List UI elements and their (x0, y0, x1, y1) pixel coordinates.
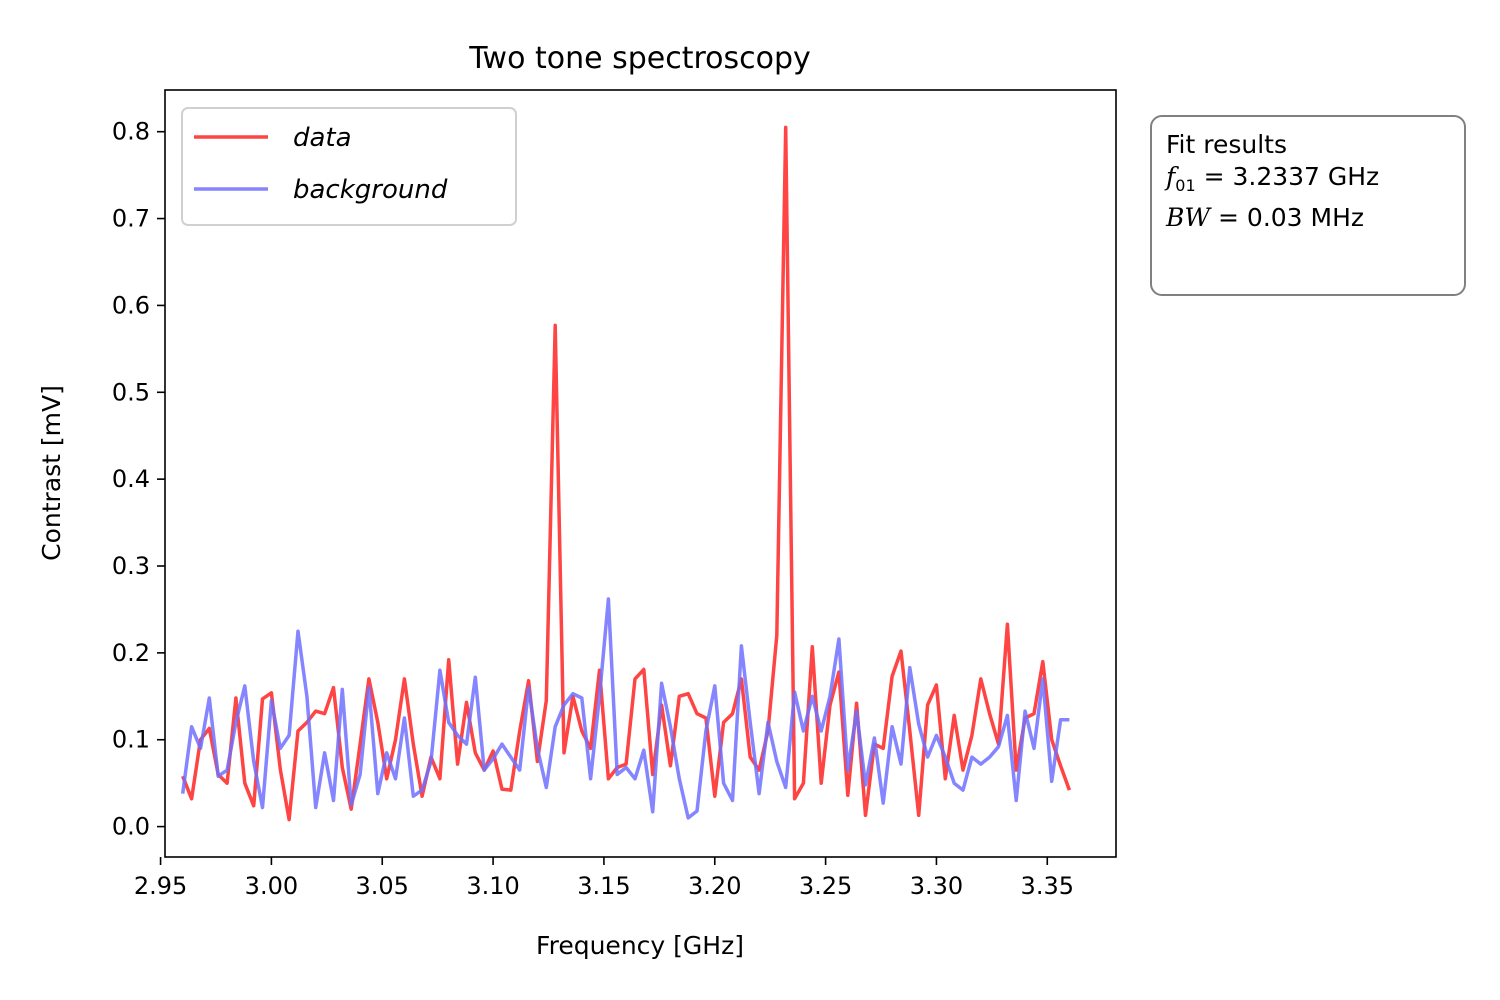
fit-results-heading: Fit results (1166, 130, 1288, 159)
x-tick-label: 3.00 (245, 872, 298, 900)
y-tick-label: 0.1 (112, 726, 150, 754)
fit-bandwidth-line: BW = 0.03 MHz (1166, 202, 1464, 234)
y-axis-label: Contrast [mV] (37, 385, 66, 561)
legend-label-data: data (293, 123, 352, 153)
plot-lines (180, 125, 1072, 822)
y-tick-label: 0.7 (112, 205, 150, 233)
y-tick-label: 0.0 (112, 813, 150, 841)
y-tick-label: 0.3 (112, 552, 150, 580)
x-tick-label: 3.15 (577, 872, 630, 900)
bw-value: = 0.03 MHz (1210, 203, 1365, 232)
x-tick-label: 3.35 (1021, 872, 1074, 900)
f01-value: = 3.2337 GHz (1195, 162, 1380, 191)
x-tick-label: 2.95 (134, 872, 187, 900)
x-tick-label: 3.05 (356, 872, 409, 900)
y-tick-label: 0.2 (112, 639, 150, 667)
y-tick-label: 0.4 (112, 465, 150, 493)
series-line-background (180, 597, 1070, 820)
x-axis: 2.95 3.00 3.05 3.10 3.15 3.20 3.25 3.30 3.35 (134, 857, 1074, 900)
x-tick-label: 3.30 (910, 872, 963, 900)
series-line-data (181, 125, 1072, 822)
x-tick-label: 3.25 (799, 872, 852, 900)
legend: data background (181, 107, 517, 226)
plot-frame (164, 89, 1117, 858)
fit-results-box: Fit results f01 = 3.2337 GHz BW = 0.03 M… (1150, 115, 1466, 296)
chart-title: Two tone spectroscopy (468, 41, 811, 76)
legend-label-background: background (293, 175, 448, 205)
f01-subscript: 01 (1175, 176, 1196, 195)
y-axis: 0.0 0.1 0.2 0.3 0.4 0.5 0.6 0.7 0.8 (112, 118, 165, 841)
x-tick-label: 3.10 (466, 872, 519, 900)
x-tick-label: 3.20 (688, 872, 741, 900)
fit-frequency-line: f01 = 3.2337 GHz (1166, 161, 1464, 202)
bw-symbol: BW (1166, 203, 1211, 232)
x-axis-label: Frequency [GHz] (536, 931, 744, 960)
y-tick-label: 0.8 (112, 118, 150, 146)
f01-symbol: f (1166, 162, 1176, 191)
y-tick-label: 0.6 (112, 291, 150, 319)
y-tick-label: 0.5 (112, 378, 150, 406)
